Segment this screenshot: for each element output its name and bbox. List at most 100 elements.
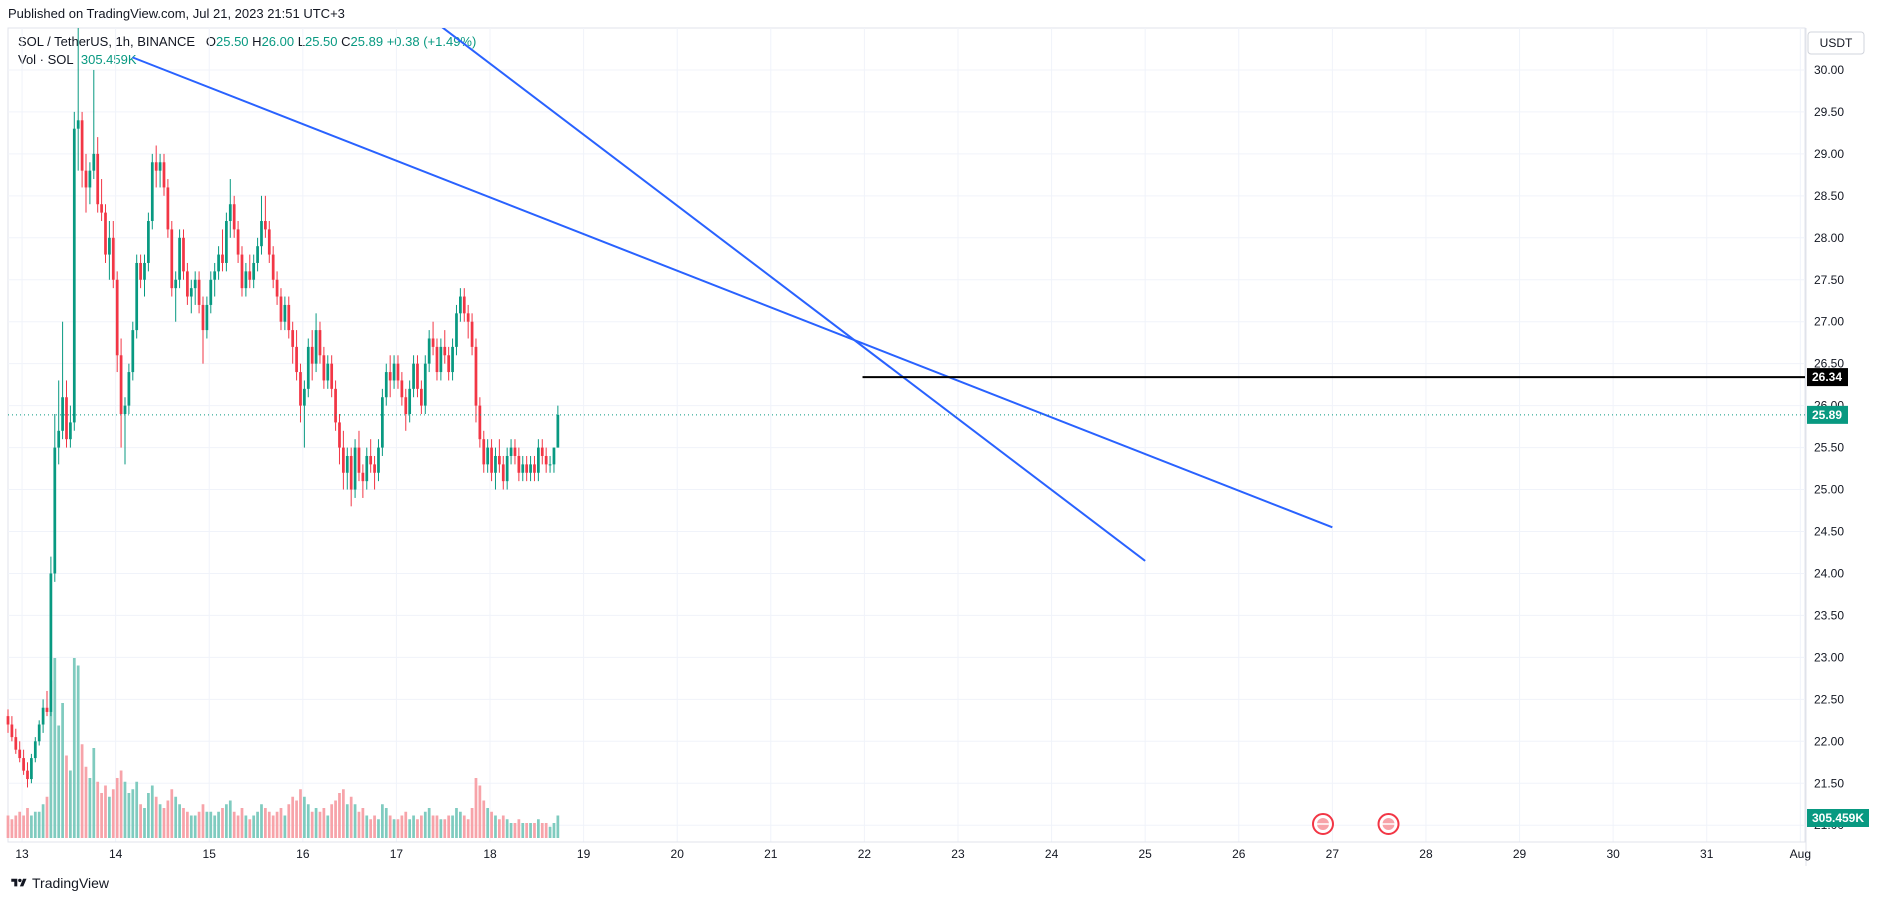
candle-body bbox=[330, 363, 334, 389]
candle-body bbox=[486, 447, 490, 465]
volume-bar bbox=[299, 789, 302, 838]
volume-bar bbox=[72, 658, 76, 838]
volume-bar bbox=[443, 819, 447, 838]
candle-body bbox=[22, 758, 25, 771]
drawings bbox=[8, 28, 1805, 562]
candle-body bbox=[513, 447, 517, 456]
volume-bar bbox=[252, 815, 256, 838]
candle-body bbox=[287, 304, 291, 331]
upper-trendline bbox=[132, 56, 1333, 529]
price-tick-label: 25.50 bbox=[1814, 441, 1844, 455]
candle-body bbox=[544, 455, 548, 465]
candle-body bbox=[80, 120, 84, 171]
price-tick-label: 29.50 bbox=[1814, 105, 1844, 119]
volume-bar bbox=[84, 766, 88, 838]
volume-bar bbox=[439, 819, 443, 838]
volume-bar bbox=[361, 808, 365, 838]
volume-bar bbox=[57, 725, 61, 838]
candle-body bbox=[400, 380, 404, 398]
candle-body bbox=[314, 330, 318, 364]
candle-body bbox=[334, 388, 337, 423]
candle-body bbox=[431, 338, 435, 347]
candle-body bbox=[260, 221, 263, 247]
time-tick-label: 30 bbox=[1606, 847, 1620, 861]
volume-bar bbox=[404, 811, 408, 838]
candle-body bbox=[439, 346, 443, 373]
volume-bar bbox=[412, 815, 415, 838]
open-value: 25.50 bbox=[216, 34, 249, 49]
volume-bar bbox=[186, 811, 189, 838]
volume-bar bbox=[408, 819, 412, 838]
volume-label: Vol · SOL bbox=[18, 52, 74, 67]
candle-body bbox=[521, 464, 525, 473]
candle-body bbox=[388, 372, 392, 381]
volume-bar bbox=[474, 778, 478, 838]
volume-bar bbox=[533, 823, 536, 838]
candle-body bbox=[384, 372, 388, 398]
currency-label: USDT bbox=[1820, 36, 1853, 50]
candle-body bbox=[310, 346, 314, 364]
volume-bar bbox=[18, 811, 22, 838]
volume-bar bbox=[119, 770, 123, 838]
low-label: L bbox=[297, 34, 305, 49]
volume-bar bbox=[283, 815, 287, 838]
candle-body bbox=[10, 724, 14, 738]
volume-bar bbox=[513, 823, 517, 838]
volume-bar bbox=[427, 808, 431, 838]
volume-bar bbox=[88, 778, 92, 838]
volume-bar bbox=[158, 804, 162, 838]
candle-body bbox=[84, 170, 88, 188]
candle-body bbox=[349, 455, 353, 490]
volume-bar bbox=[275, 811, 279, 838]
volume-bar bbox=[556, 815, 560, 838]
price-tick-label: 28.50 bbox=[1814, 189, 1844, 203]
grid bbox=[7, 27, 1806, 843]
volume-bar bbox=[365, 815, 369, 838]
candle-body bbox=[459, 296, 462, 314]
volume-bar bbox=[166, 800, 170, 838]
candle-body bbox=[381, 397, 384, 448]
volume-bar bbox=[260, 804, 263, 838]
candle-body bbox=[150, 162, 154, 222]
volume-bar bbox=[521, 823, 525, 838]
candle-body bbox=[76, 120, 80, 129]
volume-bar bbox=[381, 804, 384, 838]
price-tick-label: 30.00 bbox=[1814, 63, 1844, 77]
volume-bar bbox=[80, 744, 84, 838]
volume-bar bbox=[162, 808, 166, 838]
volume-bar bbox=[228, 800, 232, 838]
candle-body bbox=[373, 464, 376, 473]
candle-body bbox=[108, 237, 111, 255]
candle-body bbox=[96, 153, 100, 205]
volume-bar bbox=[451, 815, 454, 838]
candle-body bbox=[244, 271, 248, 289]
candle-body bbox=[41, 707, 45, 725]
volume-bar bbox=[470, 808, 474, 838]
candle-body bbox=[72, 128, 76, 423]
candle-body bbox=[240, 254, 244, 289]
volume-bar bbox=[131, 789, 135, 838]
volume-bar bbox=[123, 781, 127, 838]
price-tick-label: 21.50 bbox=[1814, 776, 1844, 790]
volume-legend: Vol · SOL 305.459K bbox=[18, 52, 137, 67]
time-tick-label: 26 bbox=[1232, 847, 1246, 861]
volume-bar bbox=[127, 793, 131, 838]
volume-bar bbox=[509, 823, 513, 838]
candle-body bbox=[143, 262, 146, 280]
candle-body bbox=[221, 254, 224, 263]
time-tick-label: 16 bbox=[296, 847, 310, 861]
currency-box bbox=[1807, 31, 1865, 55]
candle-body bbox=[435, 346, 439, 373]
candle-body bbox=[205, 304, 209, 331]
volume-bar bbox=[61, 703, 64, 838]
candle-body bbox=[416, 363, 419, 389]
volume-bar bbox=[322, 808, 326, 838]
candle-body bbox=[189, 288, 193, 297]
volume-bar bbox=[400, 815, 404, 838]
candle-body bbox=[420, 388, 423, 406]
candle-body bbox=[525, 464, 529, 473]
candle-body bbox=[111, 237, 115, 280]
volume-bar bbox=[33, 811, 37, 838]
candle-body bbox=[92, 153, 96, 171]
